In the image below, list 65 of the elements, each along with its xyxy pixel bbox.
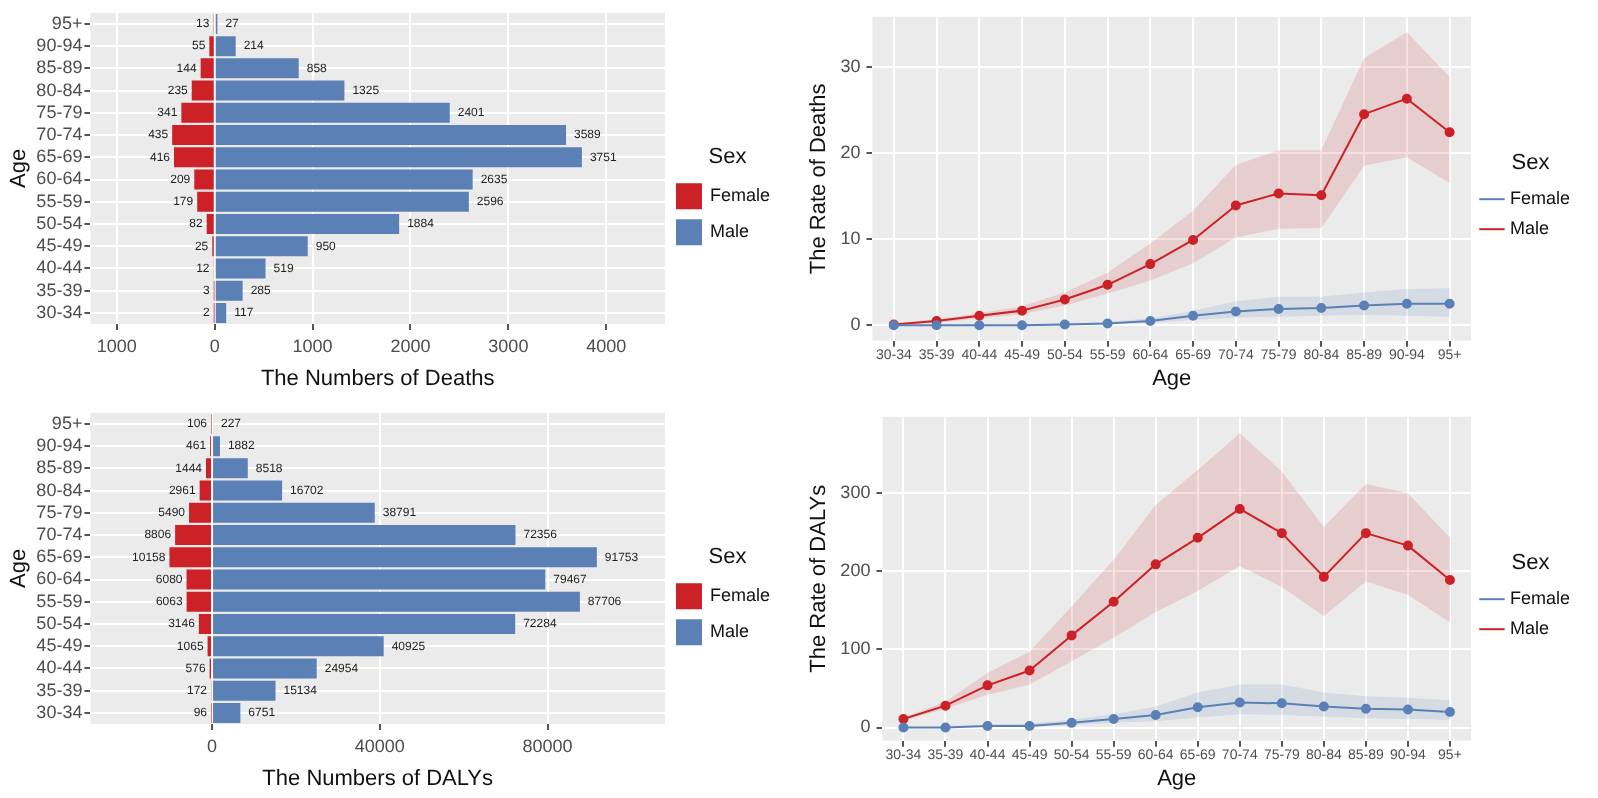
y-tick-label: 95+ bbox=[51, 412, 83, 433]
y-tick-label: 85-89 bbox=[36, 457, 83, 478]
y-tick-label: 100 bbox=[840, 638, 871, 659]
y-tick-label: 30 bbox=[840, 55, 861, 76]
y-tick-label: 75-79 bbox=[36, 501, 83, 522]
y-tick-label: 80-84 bbox=[36, 79, 83, 100]
x-tick-label: 0 bbox=[207, 735, 218, 756]
legend-label: Female bbox=[709, 185, 771, 206]
legend-title: Sex bbox=[708, 144, 748, 169]
y-tick-label: 90-94 bbox=[36, 35, 83, 56]
y-tick-label: 55-59 bbox=[36, 590, 83, 611]
x-axis-title: Age bbox=[1152, 366, 1192, 391]
y-tick-label: 70-74 bbox=[36, 124, 83, 145]
legend-title: Sex bbox=[1511, 550, 1551, 575]
x-tick-label: 80000 bbox=[522, 735, 573, 756]
y-tick-label: 55-59 bbox=[36, 190, 83, 211]
y-tick-label: 40-44 bbox=[36, 657, 83, 678]
x-tick-label: 3000 bbox=[488, 335, 529, 356]
y-tick-label: 300 bbox=[840, 482, 871, 503]
x-tick-label: 4000 bbox=[586, 335, 627, 356]
y-tick-label: 0 bbox=[850, 314, 861, 335]
y-axis-title: The Rate of DALYs bbox=[807, 483, 832, 673]
legend-label: Female bbox=[1509, 588, 1571, 609]
x-tick-label: 40000 bbox=[354, 735, 405, 756]
y-axis-title: Age bbox=[7, 148, 32, 188]
y-axis-title: Age bbox=[7, 548, 32, 588]
y-tick-label: 65-69 bbox=[36, 146, 83, 167]
y-tick-label: 45-49 bbox=[36, 235, 83, 256]
y-tick-label: 35-39 bbox=[36, 679, 83, 700]
y-tick-label: 65-69 bbox=[36, 546, 83, 567]
y-tick-label: 60-64 bbox=[36, 568, 83, 589]
legend-title: Sex bbox=[708, 544, 748, 569]
x-axis-title: Age bbox=[1157, 766, 1197, 791]
x-tick-label: 1000 bbox=[292, 335, 333, 356]
y-tick-label: 30-34 bbox=[36, 701, 83, 722]
x-tick-label: 2000 bbox=[390, 335, 431, 356]
y-tick-label: 60-64 bbox=[36, 168, 83, 189]
y-tick-label: 40-44 bbox=[36, 257, 83, 278]
y-tick-label: 95+ bbox=[51, 12, 83, 33]
y-tick-label: 0 bbox=[860, 716, 871, 737]
legend-label: Male bbox=[1509, 618, 1550, 639]
x-axis-title: The Numbers of DALYs bbox=[262, 766, 495, 791]
y-tick-label: 35-39 bbox=[36, 279, 83, 300]
y-tick-label: 20 bbox=[840, 141, 861, 162]
legend-label: Female bbox=[1509, 188, 1571, 209]
y-tick-label: 200 bbox=[840, 560, 871, 581]
x-tick-label: 1000 bbox=[96, 335, 137, 356]
y-tick-label: 50-54 bbox=[36, 212, 83, 233]
legend-label: Male bbox=[709, 221, 750, 242]
legend-title: Sex bbox=[1511, 150, 1551, 175]
x-tick-label: 0 bbox=[209, 335, 220, 356]
y-tick-label: 10 bbox=[840, 228, 861, 249]
y-tick-label: 45-49 bbox=[36, 635, 83, 656]
y-tick-label: 50-54 bbox=[36, 612, 83, 633]
y-axis-title: The Rate of Deaths bbox=[807, 82, 832, 275]
x-axis-title: The Numbers of Deaths bbox=[260, 366, 496, 391]
legend-label: Female bbox=[709, 585, 771, 606]
legend-label: Male bbox=[709, 621, 750, 642]
y-tick-label: 30-34 bbox=[36, 301, 83, 322]
y-tick-label: 80-84 bbox=[36, 479, 83, 500]
y-tick-label: 90-94 bbox=[36, 435, 83, 456]
y-tick-label: 85-89 bbox=[36, 57, 83, 78]
y-tick-label: 75-79 bbox=[36, 101, 83, 122]
y-tick-label: 70-74 bbox=[36, 524, 83, 545]
legend-label: Male bbox=[1509, 218, 1550, 239]
